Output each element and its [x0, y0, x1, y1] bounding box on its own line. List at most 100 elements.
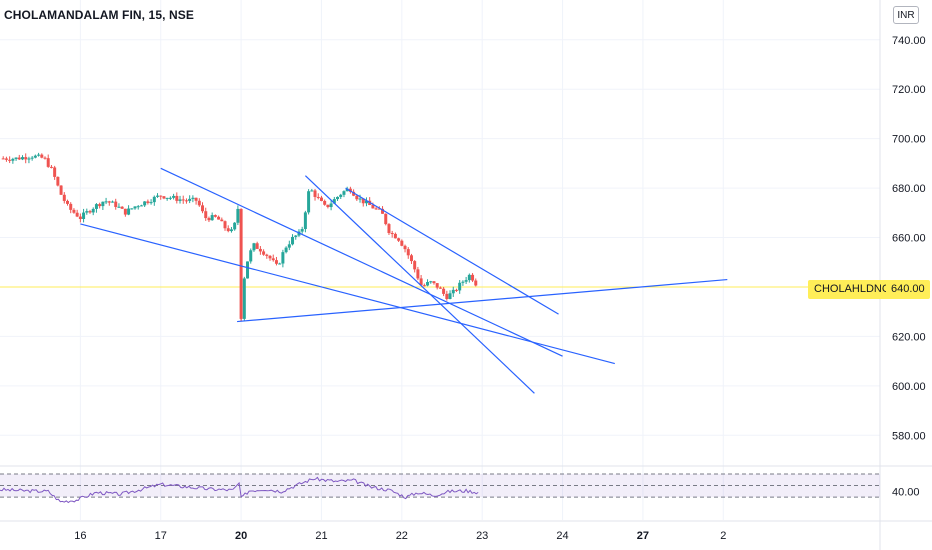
- candle-body: [364, 200, 368, 204]
- candle-body: [393, 233, 397, 239]
- candle-body: [429, 281, 433, 283]
- candle-body: [422, 285, 426, 287]
- candle-body: [165, 197, 169, 199]
- candle-body: [300, 229, 304, 232]
- candle-body: [406, 249, 410, 256]
- candle-body: [56, 176, 60, 186]
- candle-body: [377, 208, 381, 210]
- candle-body: [191, 197, 195, 199]
- time-tick-label: 16: [74, 530, 86, 542]
- candle-body: [342, 191, 346, 195]
- trendline: [345, 187, 559, 315]
- candle-body: [223, 221, 227, 229]
- candle-body: [114, 201, 118, 207]
- candle-body: [435, 283, 439, 288]
- price-tick-label: 660.00: [892, 233, 926, 245]
- candle-body: [233, 222, 237, 230]
- candle-body: [207, 218, 211, 221]
- candle-body: [78, 216, 82, 220]
- price-tick-label: 740.00: [892, 35, 926, 47]
- candle-body: [332, 199, 336, 204]
- candle-body: [361, 198, 365, 204]
- candle-body: [69, 203, 73, 210]
- candle-body: [400, 240, 404, 246]
- candle-body: [30, 157, 34, 159]
- candle-body: [390, 233, 394, 235]
- candle-body: [37, 154, 41, 156]
- candle-body: [17, 157, 21, 160]
- candle-body: [162, 196, 166, 199]
- candle-body: [278, 263, 282, 265]
- candle-body: [442, 288, 446, 294]
- trendline: [237, 278, 728, 323]
- candle-body: [85, 211, 89, 213]
- candle-body: [432, 281, 436, 284]
- candle-body: [268, 255, 272, 259]
- candle-body: [252, 243, 256, 251]
- price-tick-label: 680.00: [892, 183, 926, 195]
- candle-body: [172, 195, 176, 198]
- candle-body: [43, 157, 47, 159]
- price-tick-label: 580.00: [892, 430, 926, 442]
- candle-body: [445, 293, 449, 299]
- candle-body: [49, 166, 53, 168]
- time-tick-label: 22: [396, 530, 408, 542]
- candle-body: [262, 251, 266, 255]
- candle-body: [438, 287, 442, 289]
- candle-body: [175, 195, 179, 201]
- currency-button[interactable]: INR: [893, 6, 919, 24]
- candle-body: [152, 196, 156, 203]
- price-tick-label: 620.00: [892, 331, 926, 343]
- candle-body: [313, 190, 317, 197]
- candle-body: [201, 205, 205, 212]
- candle-body: [14, 157, 18, 159]
- candle-body: [159, 195, 163, 197]
- time-tick-label: 21: [315, 530, 327, 542]
- candle-body: [123, 208, 127, 215]
- candle-body: [291, 236, 295, 245]
- candle-body: [1, 158, 5, 160]
- rsi-tick-label: 40.00: [892, 486, 920, 498]
- trendline: [80, 223, 615, 365]
- candle-body: [11, 158, 15, 161]
- candle-body: [33, 155, 37, 158]
- candle-body: [355, 195, 359, 200]
- candle-body: [416, 269, 420, 279]
- candle-body: [271, 258, 275, 261]
- candle-body: [371, 205, 375, 209]
- candle-body: [210, 215, 214, 221]
- candle-body: [94, 204, 98, 209]
- candle-body: [40, 154, 44, 158]
- candle-body: [461, 281, 465, 283]
- candle-body: [178, 199, 182, 201]
- candle-body: [265, 254, 269, 256]
- candle-body: [339, 194, 343, 197]
- candle-body: [188, 198, 192, 201]
- candle-body: [220, 219, 224, 222]
- candle-body: [236, 208, 240, 223]
- price-axis: 740.00 720.00 700.00 680.00 660.00 620.00 600.…: [892, 35, 926, 499]
- candle-body: [409, 255, 413, 262]
- candle-body: [217, 216, 221, 220]
- candle-body: [91, 208, 95, 213]
- candle-body: [4, 158, 8, 160]
- candle-body: [319, 197, 323, 201]
- candle-body: [88, 211, 92, 213]
- time-tick-label: 20: [235, 530, 247, 542]
- candle-body: [242, 278, 246, 319]
- candle-body: [117, 206, 121, 208]
- candle-body: [213, 215, 217, 217]
- price-badge: 640.00: [886, 280, 930, 299]
- candle-body: [464, 280, 468, 282]
- candlesticks: [1, 152, 478, 322]
- candle-body: [149, 202, 153, 204]
- candle-body: [358, 198, 362, 200]
- trendline: [160, 167, 563, 357]
- candle-body: [59, 185, 63, 195]
- candle-body: [143, 201, 147, 206]
- candle-body: [374, 208, 378, 210]
- candle-body: [194, 197, 198, 201]
- candle-body: [281, 252, 285, 264]
